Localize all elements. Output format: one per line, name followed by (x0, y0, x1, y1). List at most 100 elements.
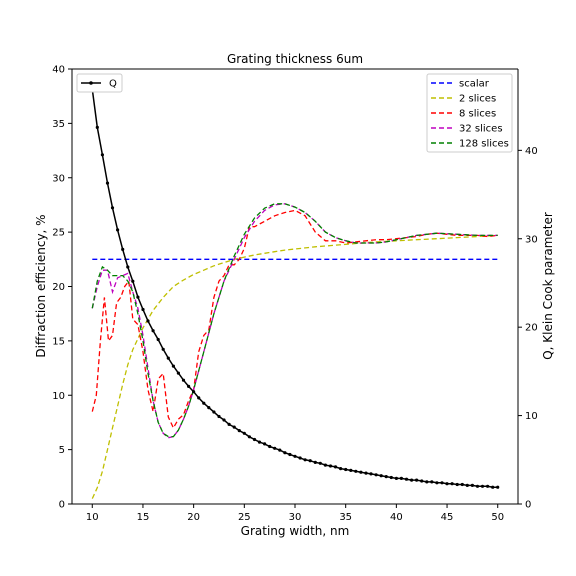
x-tick-label: 10 (86, 512, 99, 523)
series-q-point (354, 469, 358, 473)
series-q-point (344, 467, 348, 472)
series-q-point (450, 482, 454, 486)
series-q-point (288, 452, 292, 457)
series-q-point (379, 474, 383, 478)
series-q-point (187, 384, 191, 388)
series-q-point (268, 444, 272, 449)
legend-8-slices-label: 8 slices (459, 109, 496, 120)
series-q-point (176, 371, 180, 375)
y-left-tick-label: 0 (59, 500, 65, 511)
series-q-point (389, 475, 393, 480)
x-tick-label: 20 (187, 512, 200, 523)
series-q-point (328, 464, 333, 468)
series-q-point (369, 472, 373, 476)
series-q-point (202, 401, 206, 405)
series-q-point (455, 482, 459, 487)
series-q-point (257, 440, 262, 444)
y-left-tick-label: 10 (52, 391, 65, 402)
axes-layer: 10 15 20 25 30 35 40 45 50 0 5 10 15 20 25 30 35 40 0 10 20 3… (52, 65, 537, 524)
legend-32-slices-label: 32 slices (459, 124, 503, 135)
series-q-point (313, 460, 317, 464)
y-right-tick-label: 20 (525, 323, 538, 334)
x-tick-label: 35 (339, 512, 352, 523)
series-q-point (161, 347, 165, 351)
series-q-point (491, 485, 495, 489)
series-q-point (470, 483, 474, 487)
series-q-point (212, 410, 216, 414)
chart-title: Grating thickness 6um (227, 52, 363, 66)
legend-128-slices-label: 128 slices (459, 139, 509, 150)
series-q-point (293, 454, 297, 458)
series-q-point (100, 153, 104, 157)
y-left-tick-label: 5 (59, 445, 65, 456)
series-q-point (440, 481, 444, 485)
series-128-slices-line (91, 203, 498, 438)
y-left-tick-label: 30 (52, 173, 65, 184)
series-q-point (349, 468, 353, 472)
y-right-tick-label: 10 (525, 411, 538, 422)
series-q-point (399, 476, 403, 480)
series-q-point (263, 442, 267, 446)
series-q-point (384, 475, 388, 479)
y-left-tick-label: 20 (52, 282, 65, 293)
series-q-point (410, 478, 414, 482)
series-q-point (171, 364, 175, 368)
series-q-point (359, 470, 363, 474)
x-tick-label: 25 (238, 512, 251, 523)
legend-scalar-label: scalar (459, 79, 490, 90)
series-q-point (192, 390, 196, 394)
series-q-point (323, 463, 327, 467)
series-q-point (339, 467, 343, 471)
series-q-point (460, 482, 464, 487)
series-q-point (247, 435, 251, 439)
x-tick-label: 30 (289, 512, 302, 523)
series-q-point (435, 481, 439, 485)
series-q-point (151, 329, 155, 333)
x-axis-label: Grating width, nm (241, 524, 350, 538)
x-tick-label: 15 (137, 512, 150, 523)
series-q-point (156, 337, 160, 342)
series-q-point (166, 356, 170, 360)
series-q-point (486, 484, 490, 488)
series-q-point (278, 448, 282, 452)
series-q-point (146, 319, 150, 323)
y-right-tick-label: 0 (525, 500, 531, 511)
series-q-point (217, 414, 221, 419)
y-axis-left-label: Diffraction efficiency, % (34, 214, 48, 357)
legend-left: Q (76, 73, 123, 93)
y-left-tick-label: 35 (52, 119, 65, 130)
series-q-point (237, 429, 241, 433)
series-q-point (420, 479, 424, 483)
series-q-point (415, 478, 419, 482)
series-q-point (496, 485, 500, 489)
series-q-point (252, 437, 257, 442)
y-left-tick-label: 15 (52, 336, 65, 347)
x-tick-label: 45 (441, 512, 454, 523)
y-left-tick-label: 40 (52, 65, 65, 76)
series-q-point (197, 396, 201, 400)
series-q-point (465, 483, 469, 487)
series-q-point (136, 295, 140, 299)
series-q-point (308, 459, 312, 463)
series-q-point (364, 471, 368, 475)
series-q-point (318, 461, 322, 465)
series-q-point (222, 418, 226, 422)
legend-2-slices-label: 2 slices (459, 94, 496, 105)
legend-right-box (426, 73, 513, 153)
series-q-point (207, 406, 211, 410)
series-q-point (333, 465, 338, 469)
x-tick-label: 50 (491, 512, 504, 523)
series-q-point (242, 431, 246, 435)
x-tick-label: 40 (390, 512, 403, 523)
series-q-point (374, 473, 378, 477)
series-q-point (116, 228, 120, 232)
series-q-point (273, 446, 277, 450)
series-q-point (181, 378, 186, 382)
y-right-tick-label: 40 (525, 146, 538, 157)
series-q-point (298, 456, 302, 460)
y-right-tick-label: 30 (525, 234, 538, 245)
series-q-point (232, 425, 236, 429)
series-q-point (283, 451, 287, 455)
series-q-point (227, 422, 231, 426)
series-q-point (480, 484, 485, 488)
